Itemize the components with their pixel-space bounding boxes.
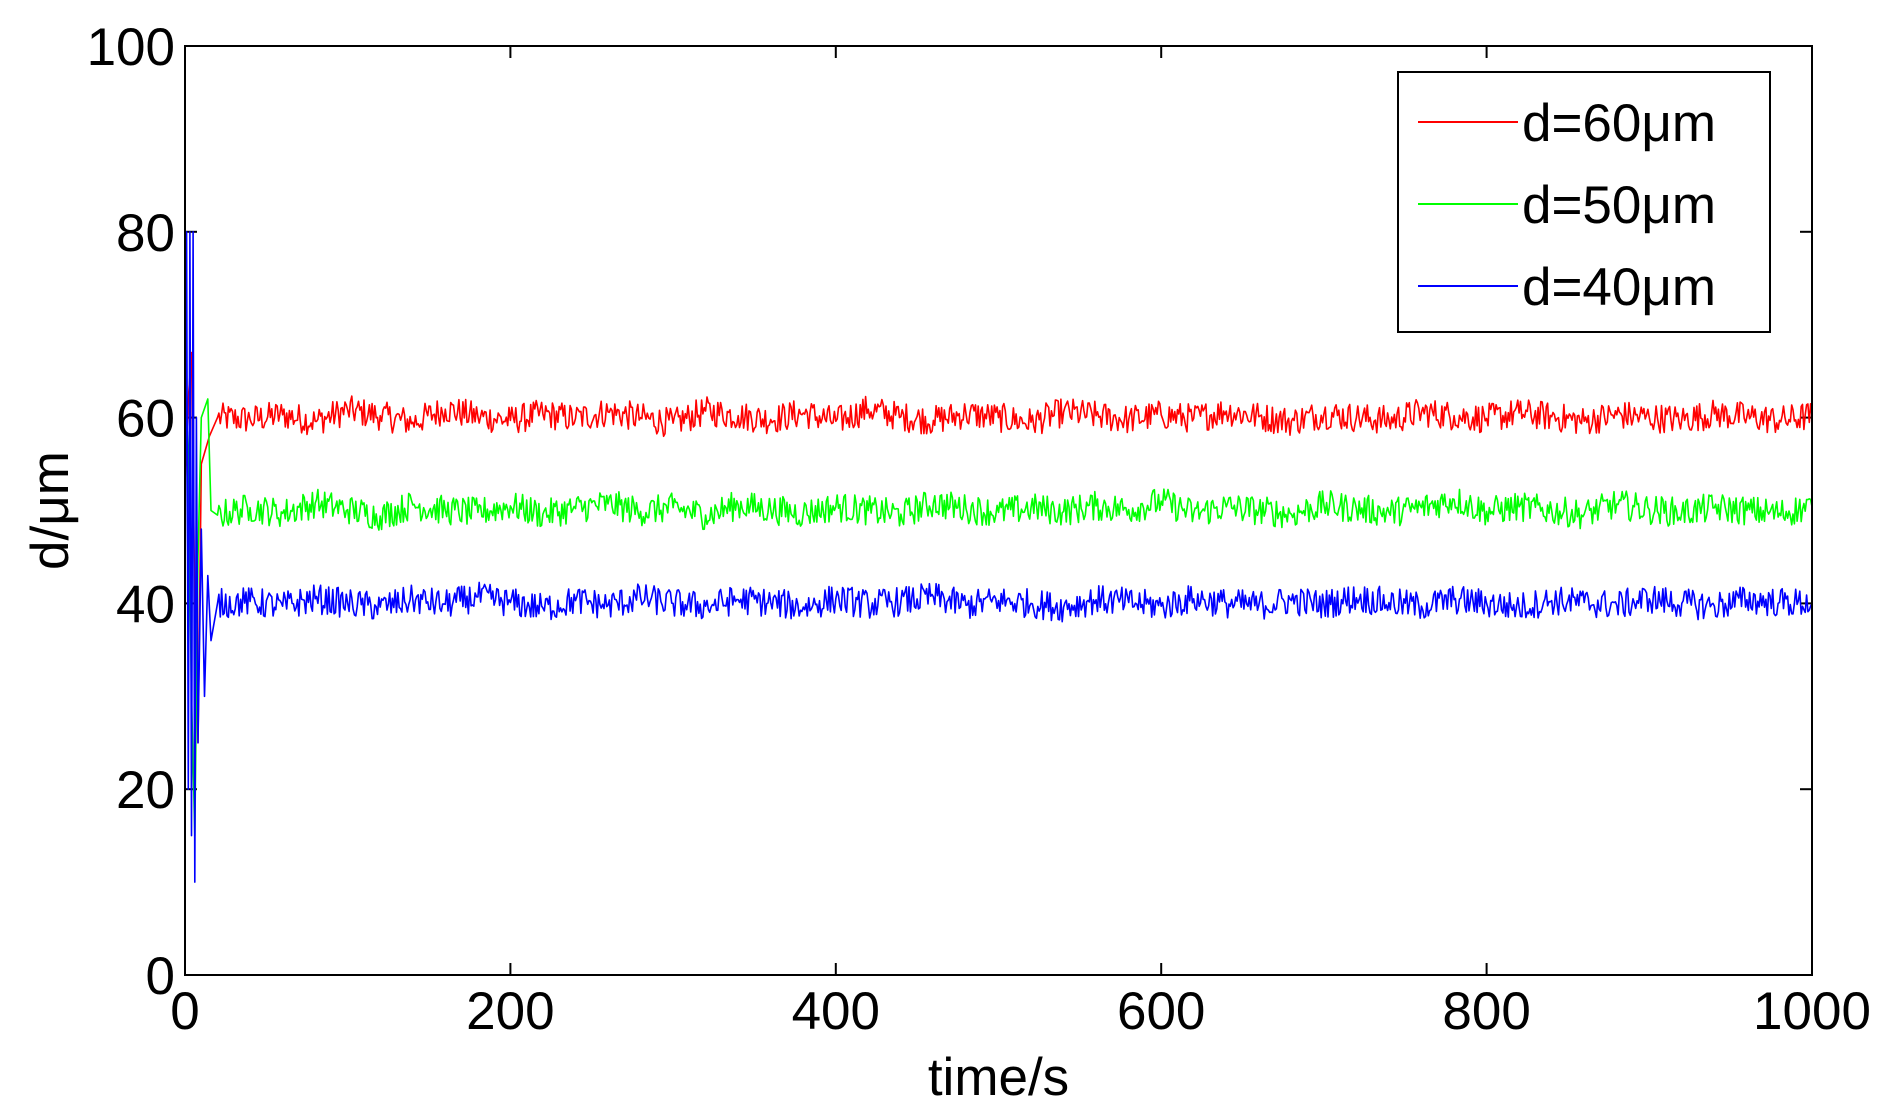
x-tick-label-0: 0	[170, 982, 199, 1041]
y-tick-label-0: 0	[146, 947, 175, 1006]
x-tick-label-5: 1000	[1753, 982, 1871, 1041]
y-tick-label-5: 100	[87, 18, 175, 77]
tick-labels: 0 200 400 600 800 1000 0 20 40 60 80 100	[87, 18, 1871, 1041]
x-tick-label-3: 600	[1117, 982, 1205, 1041]
y-axis-label: d/μm	[21, 451, 80, 570]
legend: d=60μm d=50μm d=40μm	[1397, 71, 1771, 333]
y-tick-label-3: 60	[116, 390, 175, 449]
legend-label-d40: d=40μm	[1522, 258, 1716, 317]
series-line-2	[184, 231, 1813, 883]
series-layer	[184, 231, 1813, 883]
series-line-0	[184, 351, 1813, 744]
legend-box	[1397, 71, 1771, 333]
x-tick-label-2: 400	[792, 982, 880, 1041]
series-line-1	[184, 361, 1813, 837]
x-tick-label-1: 200	[466, 982, 554, 1041]
y-tick-label-2: 40	[116, 575, 175, 634]
x-axis-label: time/s	[928, 1048, 1069, 1105]
plot-frame	[184, 45, 1813, 976]
legend-label-d60: d=60μm	[1522, 94, 1716, 153]
y-tick-label-4: 80	[116, 204, 175, 263]
legend-label-d50: d=50μm	[1522, 176, 1716, 235]
y-tick-label-1: 20	[116, 761, 175, 820]
x-tick-label-4: 800	[1442, 982, 1530, 1041]
